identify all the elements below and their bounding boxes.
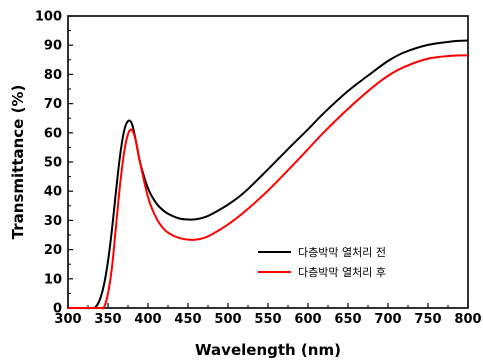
y-tick-label: 100 xyxy=(35,10,62,25)
y-tick-label: 90 xyxy=(44,39,62,54)
y-tick-label: 80 xyxy=(44,68,62,83)
x-tick-label: 450 xyxy=(174,312,201,327)
legend: 다층박막 열처리 전 다층박막 열처리 후 xyxy=(258,246,386,279)
y-tick-label: 50 xyxy=(44,156,62,171)
x-tick-label: 400 xyxy=(134,312,161,327)
x-tick-label: 300 xyxy=(54,312,81,327)
y-tick-label: 0 xyxy=(53,302,62,317)
y-tick-label: 40 xyxy=(44,185,62,200)
plot-frame xyxy=(67,15,469,309)
series-line-0 xyxy=(67,39,469,310)
x-tick-label: 650 xyxy=(334,312,361,327)
x-tick-labels: 300 350 400 450 500 550 600 650 700 750 800 xyxy=(54,312,481,327)
x-tick-label: 500 xyxy=(214,312,241,327)
y-tick-label: 10 xyxy=(44,272,62,287)
y-tick-label: 20 xyxy=(44,243,62,258)
x-tick-label: 750 xyxy=(414,312,441,327)
x-axis-title: Wavelength (nm) xyxy=(195,341,341,359)
series-line-1 xyxy=(67,54,469,310)
axis-ticks xyxy=(67,15,469,309)
x-tick-label: 700 xyxy=(374,312,401,327)
y-tick-label: 60 xyxy=(44,126,62,141)
y-axis-title: Transmittance (%) xyxy=(9,85,27,240)
x-tick-label: 550 xyxy=(254,312,281,327)
x-tick-label: 800 xyxy=(454,312,481,327)
x-tick-label: 350 xyxy=(94,312,121,327)
legend-label-after: 다층박막 열처리 후 xyxy=(298,266,386,279)
series-lines xyxy=(67,39,469,310)
y-tick-labels: 0 10 20 30 40 50 60 70 80 90 100 xyxy=(35,10,62,317)
y-tick-label: 30 xyxy=(44,214,62,229)
x-tick-label: 600 xyxy=(294,312,321,327)
y-tick-label: 70 xyxy=(44,97,62,112)
legend-label-before: 다층박막 열처리 전 xyxy=(298,246,386,259)
